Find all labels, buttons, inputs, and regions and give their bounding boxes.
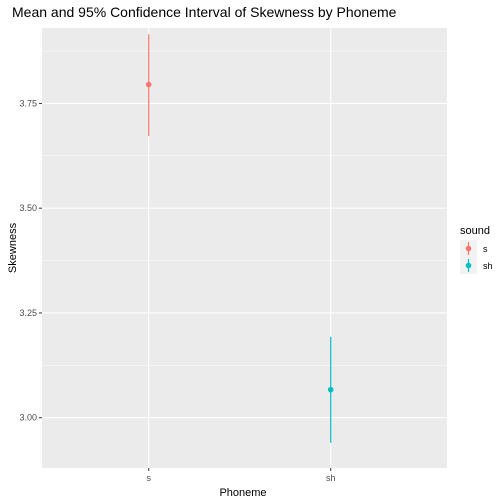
y-tick-label: 3.00: [19, 413, 37, 423]
x-tick-label: s: [146, 473, 151, 483]
data-marks: [145, 34, 334, 443]
x-axis: s sh: [146, 468, 335, 483]
legend-key-point-sh: [465, 262, 472, 269]
x-tick-label: sh: [326, 473, 336, 483]
legend: sound s sh: [460, 225, 493, 274]
y-tick-label: 3.25: [19, 308, 37, 318]
x-axis-title: Phoneme: [219, 487, 266, 499]
y-axis-title: Skewness: [7, 222, 19, 273]
legend-label-sh: sh: [483, 261, 493, 271]
legend-key-point-s: [465, 245, 472, 252]
legend-label-s: s: [483, 244, 488, 254]
mean-point-s: [145, 81, 152, 88]
y-tick-label: 3.75: [19, 98, 37, 108]
chart-title: Mean and 95% Confidence Interval of Skew…: [12, 4, 397, 20]
legend-title: sound: [460, 225, 490, 237]
mean-point-sh: [327, 386, 334, 393]
y-axis: 3.00 3.25 3.50 3.75: [19, 98, 42, 423]
plot-panel: [42, 28, 447, 468]
y-tick-label: 3.50: [19, 203, 37, 213]
